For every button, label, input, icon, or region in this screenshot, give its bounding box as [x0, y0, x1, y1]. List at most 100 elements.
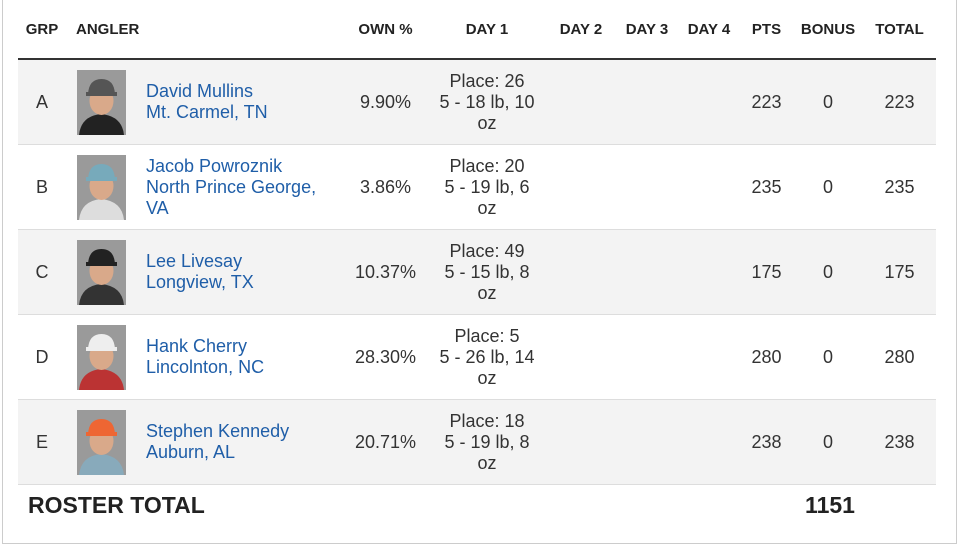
angler: Stephen Kennedy Auburn, AL — [66, 409, 343, 475]
column-header: DAY 4 — [678, 0, 740, 60]
roster-total-value: 1151 — [805, 492, 855, 518]
card — [2, 0, 957, 544]
day4 — [678, 144, 740, 230]
angler-name[interactable]: Jacob Powroznik — [146, 155, 283, 176]
day3 — [616, 144, 678, 230]
group: E — [18, 399, 66, 485]
total: 175 — [863, 229, 936, 315]
angler-cell: Lee Livesay Longview, TX — [66, 229, 343, 315]
ownership: 3.86% — [343, 144, 428, 230]
angler-text: Lee Livesay Longview, TX — [146, 251, 326, 293]
group: B — [18, 144, 66, 230]
header-row: GRP ANGLER OWN % DAY 1 DAY 2 DAY 3 DAY 4 PTS BON… — [18, 0, 936, 60]
bonus: 0 — [793, 314, 863, 400]
day1-place: Place: 26 — [449, 70, 525, 91]
roster-table: GRP ANGLER OWN % DAY 1 DAY 2 DAY 3 DAY 4 PTS BON… — [18, 0, 936, 485]
column-header: ANGLER — [66, 0, 343, 60]
angler: Jacob Powroznik North Prince George, VA — [66, 154, 343, 220]
angler-row: E Stephen Kennedy Auburn, AL 20.71% Place: 1… — [18, 399, 936, 485]
day2 — [546, 229, 616, 315]
angler-text: Jacob Powroznik North Prince George, VA — [146, 156, 326, 219]
points: 175 — [740, 229, 793, 315]
angler-photo — [77, 69, 126, 135]
angler: Hank Cherry Lincolnton, NC — [66, 324, 343, 390]
roster-total-label: ROSTER TOTAL — [28, 492, 205, 518]
angler-text: Hank Cherry Lincolnton, NC — [146, 336, 326, 378]
day1: Place: 26 5 - 18 lb, 10 oz — [428, 59, 546, 145]
angler-name[interactable]: Stephen Kennedy — [146, 421, 290, 441]
total: 238 — [863, 399, 936, 485]
day1-place: Place: 20 — [449, 155, 525, 176]
ownership: 28.30% — [343, 314, 428, 400]
column-header: DAY 1 — [428, 0, 546, 60]
day1: Place: 49 5 - 15 lb, 8 oz — [428, 229, 546, 315]
angler-location[interactable]: Lincolnton, NC — [146, 357, 265, 377]
group: C — [18, 229, 66, 315]
group: D — [18, 314, 66, 400]
day2 — [546, 399, 616, 485]
angler-photo — [77, 324, 126, 390]
angler-cell: David Mullins Mt. Carmel, TN — [66, 59, 343, 145]
angler-location[interactable]: Mt. Carmel, TN — [146, 102, 268, 122]
angler-name[interactable]: Lee Livesay — [146, 251, 243, 271]
angler-photo — [77, 239, 126, 305]
day4 — [678, 59, 740, 145]
column-header: TOTAL — [863, 0, 936, 60]
day1: Place: 20 5 - 19 lb, 6 oz — [428, 144, 546, 230]
column-header: BONUS — [793, 0, 863, 60]
angler: David Mullins Mt. Carmel, TN — [66, 69, 343, 135]
angler-row: C Lee Livesay Longview, TX 10.37% Place: 49 5… — [18, 229, 936, 315]
day4 — [678, 314, 740, 400]
angler-row: B Jacob Powroznik North Prince George, VA 3… — [18, 144, 936, 230]
day1-place: Place: 49 — [449, 240, 525, 261]
bonus: 0 — [793, 59, 863, 145]
day1-weight: 5 - 15 lb, 8 oz — [444, 261, 530, 303]
day4 — [678, 229, 740, 315]
column-header: OWN % — [343, 0, 428, 60]
angler-photo — [77, 154, 126, 220]
angler-cell: Hank Cherry Lincolnton, NC — [66, 314, 343, 400]
angler-location[interactable]: North Prince George, VA — [146, 176, 317, 218]
day3 — [616, 399, 678, 485]
angler-cell: Jacob Powroznik North Prince George, VA — [66, 144, 343, 230]
ownership: 20.71% — [343, 399, 428, 485]
column-header: DAY 2 — [546, 0, 616, 60]
angler-name[interactable]: Hank Cherry — [146, 336, 248, 356]
day4 — [678, 399, 740, 485]
day1: Place: 18 5 - 19 lb, 8 oz — [428, 399, 546, 485]
points: 235 — [740, 144, 793, 230]
bonus: 0 — [793, 144, 863, 230]
day1-weight: 5 - 19 lb, 8 oz — [444, 431, 530, 473]
angler: Lee Livesay Longview, TX — [66, 239, 343, 305]
points: 223 — [740, 59, 793, 145]
bonus: 0 — [793, 229, 863, 315]
day1-weight: 5 - 19 lb, 6 oz — [444, 176, 530, 218]
total: 280 — [863, 314, 936, 400]
angler-location[interactable]: Auburn, AL — [146, 442, 236, 462]
day2 — [546, 59, 616, 145]
total: 235 — [863, 144, 936, 230]
points: 280 — [740, 314, 793, 400]
angler-name[interactable]: David Mullins — [146, 81, 254, 101]
angler-cell: Stephen Kennedy Auburn, AL — [66, 399, 343, 485]
angler-row: D Hank Cherry Lincolnton, NC 28.30% Place: 5… — [18, 314, 936, 400]
day2 — [546, 144, 616, 230]
points: 238 — [740, 399, 793, 485]
ownership: 9.90% — [343, 59, 428, 145]
day1-weight: 5 - 18 lb, 10 oz — [439, 91, 535, 133]
day3 — [616, 314, 678, 400]
day1-weight: 5 - 26 lb, 14 oz — [439, 346, 535, 388]
angler-location[interactable]: Longview, TX — [146, 272, 254, 292]
total: 223 — [863, 59, 936, 145]
column-header: DAY 3 — [616, 0, 678, 60]
angler-text: David Mullins Mt. Carmel, TN — [146, 81, 326, 123]
day1-place: Place: 18 — [449, 410, 525, 431]
angler-text: Stephen Kennedy Auburn, AL — [146, 421, 326, 463]
group: A — [18, 59, 66, 145]
ownership: 10.37% — [343, 229, 428, 315]
day3 — [616, 59, 678, 145]
bonus: 0 — [793, 399, 863, 485]
angler-photo — [77, 409, 126, 475]
